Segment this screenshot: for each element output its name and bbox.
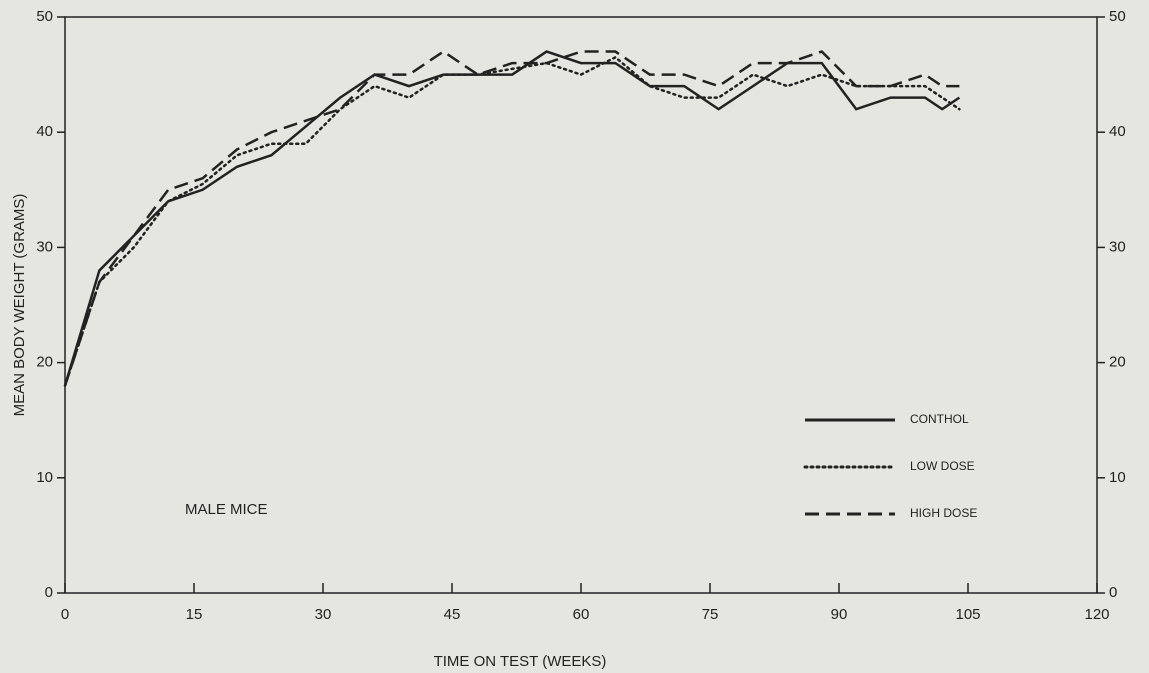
y-axis-label: MEAN BODY WEIGHT (GRAMS) <box>11 194 28 417</box>
legend-label: CONTHOL <box>910 412 969 426</box>
y2-tick-label: 0 <box>1109 584 1117 601</box>
x-tick-label: 45 <box>444 606 461 623</box>
series-line <box>63 50 960 387</box>
x-tick-label: 120 <box>1084 606 1109 623</box>
y-tick-label: 30 <box>36 238 53 255</box>
y-tick-label: 50 <box>36 8 53 25</box>
x-axis-label: TIME ON TEST (WEEKS) <box>434 653 607 670</box>
y2-tick-label: 50 <box>1109 8 1126 25</box>
x-tick-label: 60 <box>573 606 590 623</box>
x-tick-label: 105 <box>955 606 980 623</box>
annotation: MALE MICE <box>185 501 268 518</box>
y2-tick-label: 40 <box>1109 123 1126 140</box>
y-tick-label: 0 <box>45 584 53 601</box>
y2-tick-label: 20 <box>1109 354 1126 371</box>
legend-label: LOW DOSE <box>910 459 975 473</box>
y2-tick-label: 30 <box>1109 238 1126 255</box>
x-tick-label: 90 <box>831 606 848 623</box>
y-tick-label: 20 <box>36 354 53 371</box>
x-tick-label: 15 <box>186 606 203 623</box>
series-line <box>63 55 961 387</box>
y2-tick-label: 10 <box>1109 469 1126 486</box>
series-line <box>63 50 961 386</box>
x-tick-label: 0 <box>61 606 69 623</box>
x-tick-label: 75 <box>702 606 719 623</box>
y-tick-label: 40 <box>36 123 53 140</box>
y-tick-label: 10 <box>36 469 53 486</box>
legend-label: HIGH DOSE <box>910 506 977 520</box>
x-tick-label: 30 <box>315 606 332 623</box>
